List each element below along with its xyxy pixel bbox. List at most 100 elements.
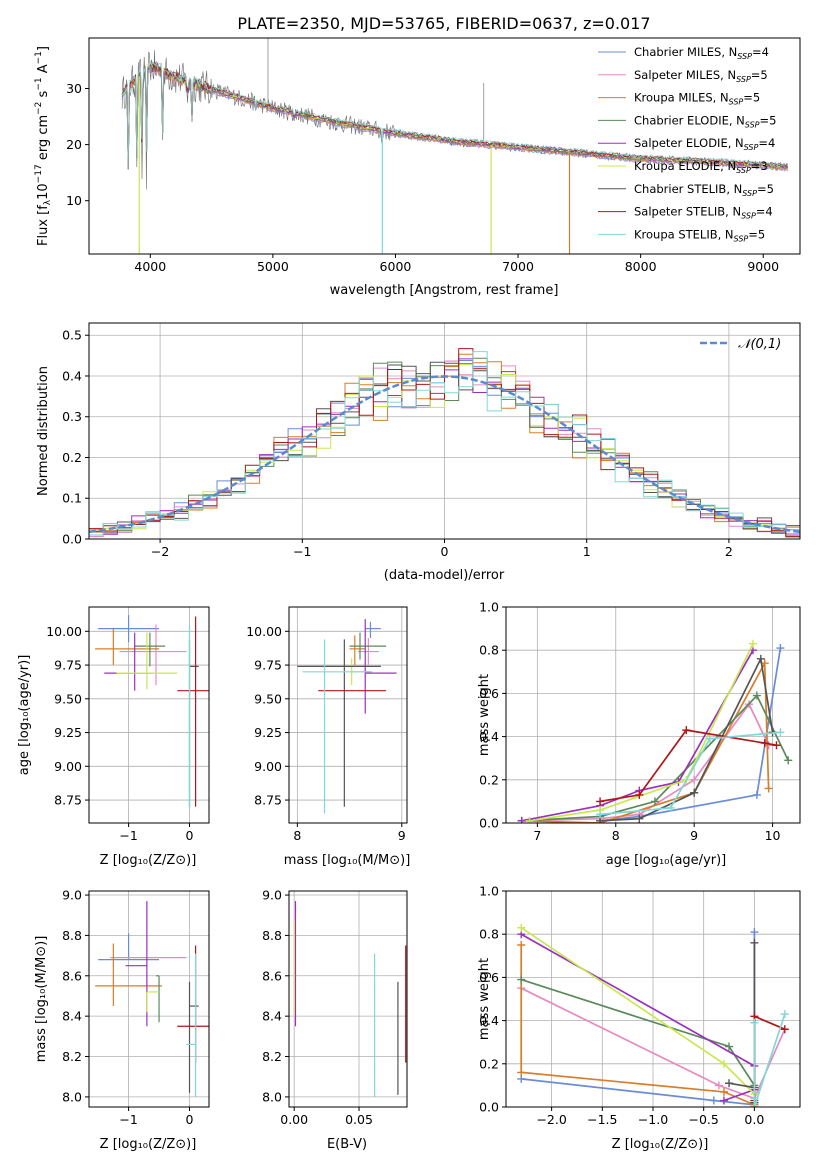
- legend-label: Chabrier ELODIE, NSSP=5: [634, 113, 776, 129]
- errorbar-kroupa-elodie: [146, 991, 160, 1013]
- spectrum-ylabel: Flux [fλ10−17 erg cm−2 s−1 A−1]: [34, 46, 53, 246]
- series-marker: [772, 741, 781, 750]
- y-tick-label: 10.00: [246, 624, 282, 639]
- y-tick-label: 9.0: [262, 888, 282, 903]
- series-marker: [750, 938, 759, 947]
- series-marker: [748, 639, 757, 648]
- x-tick-label: 9: [690, 828, 698, 843]
- series-marker: [764, 784, 773, 793]
- series-kroupa-stelib: [750, 1010, 789, 1107]
- y-tick-label: 0.0: [479, 1100, 499, 1115]
- series-marker: [690, 788, 699, 797]
- series-layer: [517, 923, 789, 1107]
- series-line: [753, 1013, 786, 1107]
- y-tick-label: 8.6: [62, 968, 82, 983]
- series-marker: [780, 1025, 789, 1034]
- series-marker: [719, 1096, 728, 1105]
- y-tick-label: 1.0: [479, 600, 499, 615]
- age-vs-mass-panel: 8 9 8.75 9.00 9.25 9.50 9.75 10.00 mass [log₁₀(…: [246, 606, 411, 868]
- x-tick-label: −0.5: [689, 1112, 719, 1127]
- errorbar-kroupa-stelib: [186, 953, 197, 1097]
- y-tick-label: 9.25: [54, 725, 82, 740]
- y-tick-label: 9.00: [54, 759, 82, 774]
- errorbar-chabrier-elodie: [156, 975, 160, 1023]
- x-tick-label: 1: [583, 544, 591, 559]
- age-vs-z-xlabel: Z [log₁₀(Z/Z⊙)]: [100, 853, 197, 868]
- series-marker: [705, 734, 714, 743]
- y-tick-label: 8.4: [62, 1009, 82, 1024]
- y-tick-label: 20: [66, 137, 82, 152]
- series-marker: [517, 1068, 526, 1077]
- series-marker: [756, 654, 765, 663]
- series-marker: [666, 803, 675, 812]
- series-marker: [517, 975, 526, 984]
- series-chabrier-stelib: [596, 654, 777, 823]
- series-marker: [750, 1018, 759, 1027]
- x-tick-label: 2: [725, 544, 733, 559]
- series-marker: [725, 1042, 734, 1051]
- series-layer: [121, 38, 789, 254]
- series-marker: [784, 756, 793, 765]
- series-layer: [517, 639, 793, 823]
- series-marker: [596, 797, 605, 806]
- errorbar-kroupa-stelib: [302, 639, 372, 814]
- age-vs-mass-xlabel: mass [log₁₀(M/M⊙)]: [284, 853, 411, 868]
- y-tick-label: 8.6: [262, 968, 282, 983]
- series-marker: [719, 1059, 728, 1068]
- series-layer: [95, 615, 209, 809]
- y-tick-label: 0.4: [479, 1013, 499, 1028]
- legend-label: Kroupa MILES, NSSP=5: [634, 91, 760, 107]
- y-tick-label: 8.4: [262, 1009, 282, 1024]
- axes-frame: [288, 890, 408, 1108]
- legend-label: Kroupa ELODIE, NSSP=3: [634, 159, 768, 175]
- errorbar-chabrier-miles: [98, 933, 160, 961]
- mass-vs-ebv-panel: 0.00 0.05 8.0 8.2 8.4 8.6 8.8 9.0 E(B-V): [262, 888, 408, 1152]
- x-tick-label: 7: [533, 828, 541, 843]
- errorbar-kroupa-miles: [95, 943, 163, 1007]
- series-marker: [635, 790, 644, 799]
- y-tick-label: 0.4: [62, 368, 82, 383]
- mass-weight-z-plot-area: −2.0 −1.5 −1.0 −0.5 0.0 0.0 0.2 0.4 0.6 0.8 1.0: [479, 884, 801, 1127]
- axes-frame: [88, 606, 210, 824]
- legend-label: Chabrier STELIB, NSSP=5: [634, 182, 774, 198]
- y-tick-label: 9.00: [254, 759, 282, 774]
- mass-vs-z-xlabel: Z [log₁₀(Z/Z⊙)]: [100, 1137, 197, 1152]
- y-tick-label: 8.2: [262, 1049, 282, 1064]
- series-marker: [525, 816, 534, 823]
- errorbar-salpeter-miles: [357, 638, 379, 666]
- y-tick-label: 0.8: [479, 927, 499, 942]
- histogram-ylabel: Normed distribution: [36, 366, 51, 496]
- series-marker: [750, 1103, 759, 1107]
- y-tick-label: 8.75: [254, 793, 282, 808]
- histogram-legend: 𝒩(0,1): [700, 337, 781, 352]
- errorbar-salpeter-miles: [119, 624, 187, 686]
- series-marker: [752, 691, 761, 700]
- axes-frame: [88, 37, 801, 255]
- series-marker: [725, 1079, 734, 1088]
- errorbar-chabrier-miles: [365, 621, 381, 639]
- series-chabrier-miles: [517, 928, 759, 1107]
- mass-weight-age-xlabel: age [log₁₀(age/yr)]: [606, 853, 727, 868]
- y-tick-label: 9.50: [54, 691, 82, 706]
- histogram-plot-area: −2 −1 0 1 2 0.0 0.1 0.2 0.3 0.4 0.5: [62, 322, 801, 559]
- errorbar-salpeter-stelib: [177, 616, 209, 807]
- mass-weight-age-panel: 7 8 9 10 0.0 0.2 0.4 0.6 0.8 1.0 age [log₁₀(age/y…: [477, 600, 801, 868]
- x-tick-label: 9: [398, 828, 406, 843]
- x-tick-label: 9000: [747, 259, 779, 274]
- spectrum-xlabel: wavelength [Angstrom, rest frame]: [330, 283, 559, 298]
- age-vs-z-plot-area: −1 0 8.75 9.00 9.25 9.50 9.75 10.00: [46, 606, 210, 843]
- x-tick-label: 0: [186, 1112, 194, 1127]
- series-marker: [517, 923, 526, 932]
- y-tick-label: 10: [66, 193, 82, 208]
- x-tick-label: 0.0: [744, 1112, 764, 1127]
- mass-vs-ebv-plot-area: 0.00 0.05 8.0 8.2 8.4 8.6 8.8 9.0: [262, 888, 408, 1127]
- series-chabrier-elodie: [517, 691, 793, 823]
- series-marker: [635, 814, 644, 823]
- axes-frame: [288, 606, 408, 824]
- series-marker: [776, 644, 785, 653]
- errorbar-chabrier-miles: [98, 615, 160, 643]
- y-tick-label: 0.8: [479, 643, 499, 658]
- x-tick-label: 8: [293, 828, 301, 843]
- series-line: [529, 702, 770, 822]
- series-marker: [517, 941, 526, 949]
